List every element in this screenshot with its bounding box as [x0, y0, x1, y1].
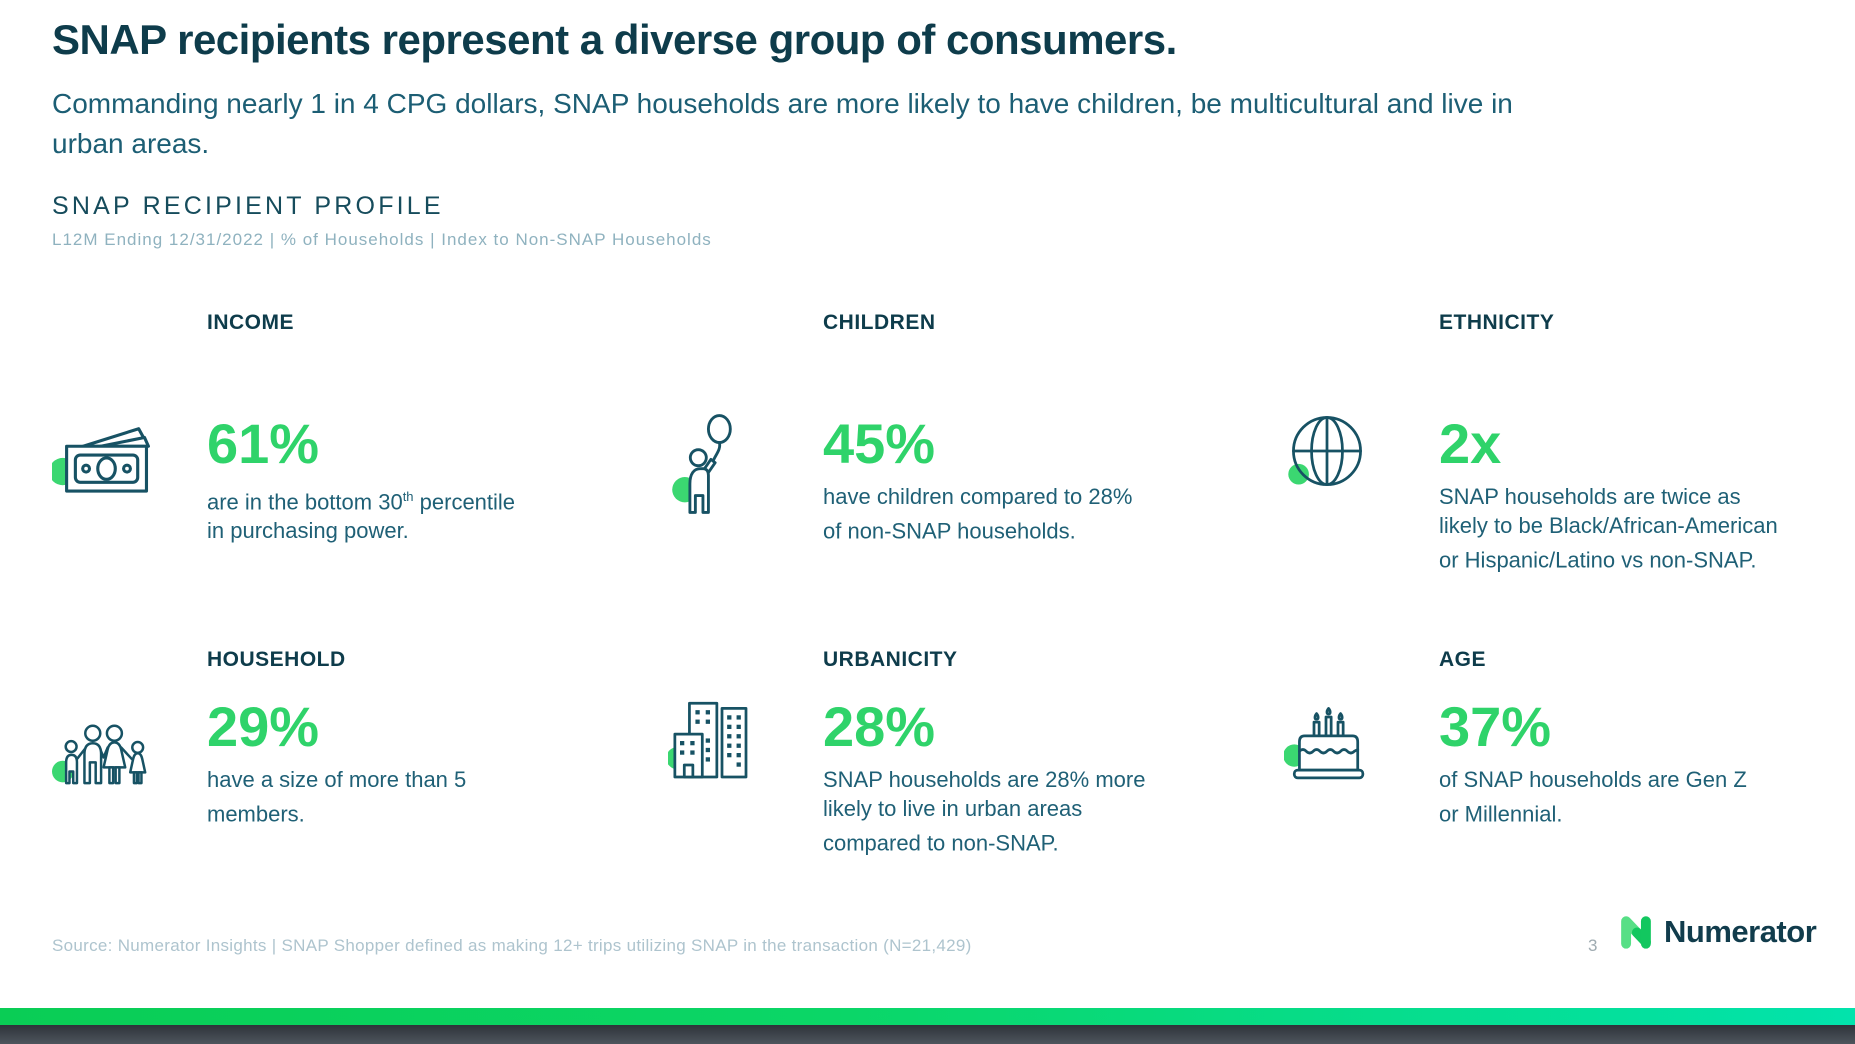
numerator-logo: Numerator [1618, 912, 1817, 952]
bottom-accent-bar [0, 1008, 1855, 1025]
stat-label: CHILDREN [823, 311, 936, 334]
stat-value: 2x [1439, 412, 1502, 475]
stat-label: HOUSEHOLD [207, 648, 346, 671]
source-note: Source: Numerator Insights | SNAP Shoppe… [52, 936, 972, 955]
stat-icon-box [52, 637, 207, 967]
stats-grid: INCOME 61% are in the bottom 30th percen… [52, 300, 1844, 967]
stat-value: 61% [207, 412, 320, 475]
stat-value: 45% [823, 412, 936, 475]
money-icon [52, 427, 150, 493]
stat-label: URBANICITY [823, 648, 958, 671]
numerator-logo-icon [1621, 916, 1651, 949]
family-icon [52, 724, 147, 785]
page-subtitle: Commanding nearly 1 in 4 CPG dollars, SN… [52, 88, 1513, 159]
stat-icon-box [668, 300, 823, 637]
stat-icon-box [668, 637, 823, 967]
stat-card-household: HOUSEHOLD 29% have a size of more than 5… [52, 637, 668, 967]
stat-text: INCOME 61% are in the bottom 30th percen… [207, 300, 537, 637]
stat-desc: SNAP households are twice as likely to b… [1439, 484, 1778, 573]
section-meta: L12M Ending 12/31/2022 | % of Households… [52, 230, 712, 249]
stat-desc: SNAP households are 28% more likely to l… [823, 767, 1146, 856]
stat-icon-box [1284, 300, 1439, 637]
stat-desc: have a size of more than 5 members. [207, 767, 467, 827]
stat-icon-box [52, 300, 207, 637]
stat-desc: have children compared to 28% of non-SNA… [823, 484, 1133, 544]
bottom-dark-bar [0, 1025, 1855, 1044]
stat-card-age: AGE 37% of SNAP households are Gen Z or … [1284, 637, 1844, 967]
stat-desc: are in the bottom 30th percentile in pur… [207, 489, 516, 544]
stat-icon-box [1284, 637, 1439, 967]
stat-label: INCOME [207, 311, 294, 334]
stat-card-children: CHILDREN 45% have children compared to 2… [668, 300, 1284, 637]
birthday-cake-icon [1284, 707, 1365, 780]
stat-value: 28% [823, 695, 936, 758]
page-title: SNAP recipients represent a diverse grou… [52, 16, 1177, 63]
globe-icon [1288, 416, 1362, 486]
stat-card-urbanicity: URBANICITY 28% SNAP households are 28% m… [668, 637, 1284, 967]
stat-text: AGE 37% of SNAP households are Gen Z or … [1439, 637, 1759, 967]
stat-text: CHILDREN 45% have children compared to 2… [823, 300, 1153, 637]
page-number: 3 [1588, 936, 1598, 955]
stat-desc: of SNAP households are Gen Z or Millenni… [1439, 767, 1747, 827]
stat-card-ethnicity: ETHNICITY 2x SNAP households are twice a… [1284, 300, 1844, 637]
stat-value: 29% [207, 695, 320, 758]
city-buildings-icon [668, 701, 748, 779]
stat-card-income: INCOME 61% are in the bottom 30th percen… [52, 300, 668, 637]
stat-label: AGE [1439, 648, 1487, 671]
stat-value: 37% [1439, 695, 1552, 758]
stat-label: ETHNICITY [1439, 311, 1555, 334]
stat-text: ETHNICITY 2x SNAP households are twice a… [1439, 300, 1784, 637]
stat-text: URBANICITY 28% SNAP households are 28% m… [823, 637, 1168, 967]
stat-text: HOUSEHOLD 29% have a size of more than 5… [207, 637, 537, 967]
section-heading: SNAP RECIPIENT PROFILE [52, 192, 444, 220]
child-balloon-icon [672, 414, 732, 514]
numerator-logo-text: Numerator [1664, 914, 1817, 949]
